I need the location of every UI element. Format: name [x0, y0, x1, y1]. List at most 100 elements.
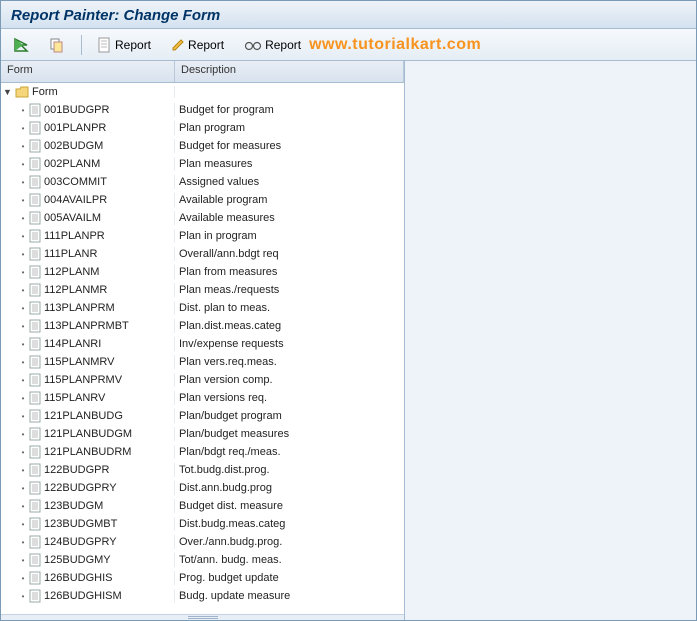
form-description: Available program	[175, 194, 404, 206]
create-report-button[interactable]: Report	[94, 35, 155, 55]
bullet-icon: •	[19, 484, 27, 493]
bullet-icon: •	[19, 286, 27, 295]
tree-row[interactable]: •123BUDGMBudget dist. measure	[1, 497, 404, 515]
form-description: Plan/budget measures	[175, 428, 404, 440]
tree-row[interactable]: •126BUDGHISProg. budget update	[1, 569, 404, 587]
form-code: 112PLANM	[44, 266, 99, 278]
tree-row[interactable]: •112PLANMRPlan meas./requests	[1, 281, 404, 299]
bullet-icon: •	[19, 322, 27, 331]
form-description: Plan versions req.	[175, 392, 404, 404]
tree-row[interactable]: •115PLANPRMVPlan version comp.	[1, 371, 404, 389]
form-code: 002BUDGM	[44, 140, 103, 152]
grid-body[interactable]: ▼ Form •001BUDGPRBudget for program•001P…	[1, 83, 404, 614]
bullet-icon: •	[19, 430, 27, 439]
tree-row[interactable]: •121PLANBUDRMPlan/bdgt req./meas.	[1, 443, 404, 461]
tree-row[interactable]: •122BUDGPRYDist.ann.budg.prog	[1, 479, 404, 497]
document-icon	[29, 517, 41, 531]
bullet-icon: •	[19, 124, 27, 133]
tree-row[interactable]: •121PLANBUDGPlan/budget program	[1, 407, 404, 425]
form-code: 113PLANPRMBT	[44, 320, 129, 332]
tree-root-row[interactable]: ▼ Form	[1, 83, 404, 101]
tree-row[interactable]: •002PLANMPlan measures	[1, 155, 404, 173]
document-icon	[29, 355, 41, 369]
create-page-icon	[98, 37, 112, 53]
root-label: Form	[32, 86, 58, 98]
right-pane	[405, 61, 696, 620]
form-code: 001BUDGPR	[44, 104, 109, 116]
tree-row[interactable]: •121PLANBUDGMPlan/budget measures	[1, 425, 404, 443]
tree-row[interactable]: •113PLANPRMDist. plan to meas.	[1, 299, 404, 317]
glasses-icon	[244, 39, 262, 51]
document-icon	[29, 139, 41, 153]
document-icon	[29, 589, 41, 603]
tree-row[interactable]: • 001PLANPR Plan program	[1, 119, 404, 137]
tree-row[interactable]: •001BUDGPRBudget for program	[1, 101, 404, 119]
bullet-icon: •	[19, 502, 27, 511]
change-report-button[interactable]: Report	[167, 36, 228, 54]
document-icon	[29, 571, 41, 585]
bullet-icon: •	[19, 232, 27, 241]
tree-row[interactable]: •126BUDGHISMBudg. update measure	[1, 587, 404, 605]
panel-resizer[interactable]	[1, 614, 404, 620]
copy-button[interactable]	[45, 35, 69, 55]
expand-icon[interactable]: ▼	[3, 87, 13, 97]
app-window: Report Painter: Change Form Report Repor…	[0, 0, 697, 621]
bullet-icon: •	[19, 376, 27, 385]
tree-row[interactable]: •115PLANRVPlan versions req.	[1, 389, 404, 407]
document-icon	[29, 535, 41, 549]
tree-row[interactable]: •113PLANPRMBTPlan.dist.meas.categ	[1, 317, 404, 335]
form-code: 114PLANRI	[44, 338, 101, 350]
tree-row[interactable]: •122BUDGPRTot.budg.dist.prog.	[1, 461, 404, 479]
tree-row[interactable]: •124BUDGPRYOver./ann.budg.prog.	[1, 533, 404, 551]
document-icon	[29, 229, 41, 243]
display-report-button[interactable]: Report	[240, 36, 305, 54]
tree-row[interactable]: • 112PLANM Plan from measures	[1, 263, 404, 281]
bullet-icon: •	[19, 340, 27, 349]
document-icon	[29, 121, 41, 135]
form-code: 122BUDGPR	[44, 464, 109, 476]
document-icon	[29, 265, 41, 279]
form-code: 113PLANPRM	[44, 302, 115, 314]
form-description: Budg. update measure	[175, 590, 404, 602]
form-code: 123BUDGM	[44, 500, 103, 512]
form-code: 115PLANPRMV	[44, 374, 122, 386]
tree-row[interactable]: •111PLANROverall/ann.bdgt req	[1, 245, 404, 263]
form-code: 001PLANPR	[44, 122, 106, 134]
tree-row[interactable]: •115PLANMRVPlan vers.req.meas.	[1, 353, 404, 371]
tree-row[interactable]: •003COMMITAssigned values	[1, 173, 404, 191]
form-code: 003COMMIT	[44, 176, 107, 188]
form-description: Plan/bdgt req./meas.	[175, 446, 404, 458]
form-code: 004AVAILPR	[44, 194, 107, 206]
change-report-label: Report	[188, 38, 224, 52]
form-code: 126BUDGHISM	[44, 590, 122, 602]
watermark-text: www.tutorialkart.com	[309, 36, 481, 54]
tree-row[interactable]: •005AVAILMAvailable measures	[1, 209, 404, 227]
tree-row[interactable]: •111PLANPRPlan in program	[1, 227, 404, 245]
tree-row[interactable]: •125BUDGMYTot/ann. budg. meas.	[1, 551, 404, 569]
form-description: Plan from measures	[175, 266, 404, 278]
form-description: Budget for measures	[175, 140, 404, 152]
bullet-icon: •	[19, 106, 27, 115]
tree-row[interactable]: •123BUDGMBTDist.budg.meas.categ	[1, 515, 404, 533]
column-header-description[interactable]: Description	[175, 61, 404, 82]
column-header-form[interactable]: Form	[1, 61, 175, 82]
pencil-icon	[171, 38, 185, 52]
toolbar-separator	[81, 35, 82, 55]
copy-icon	[49, 37, 65, 53]
document-icon	[29, 283, 41, 297]
document-icon	[29, 409, 41, 423]
form-description: Dist.budg.meas.categ	[175, 518, 404, 530]
form-description: Plan program	[175, 122, 404, 134]
form-description: Tot/ann. budg. meas.	[175, 554, 404, 566]
bullet-icon: •	[19, 268, 27, 277]
form-description: Plan measures	[175, 158, 404, 170]
tree-row[interactable]: •114PLANRIInv/expense requests	[1, 335, 404, 353]
execute-button[interactable]	[9, 35, 33, 55]
execute-icon	[13, 37, 29, 53]
bullet-icon: •	[19, 304, 27, 313]
tree-row[interactable]: •002BUDGMBudget for measures	[1, 137, 404, 155]
tree-row[interactable]: •004AVAILPRAvailable program	[1, 191, 404, 209]
document-icon	[29, 247, 41, 261]
form-code: 111PLANPR	[44, 230, 105, 242]
form-description: Tot.budg.dist.prog.	[175, 464, 404, 476]
